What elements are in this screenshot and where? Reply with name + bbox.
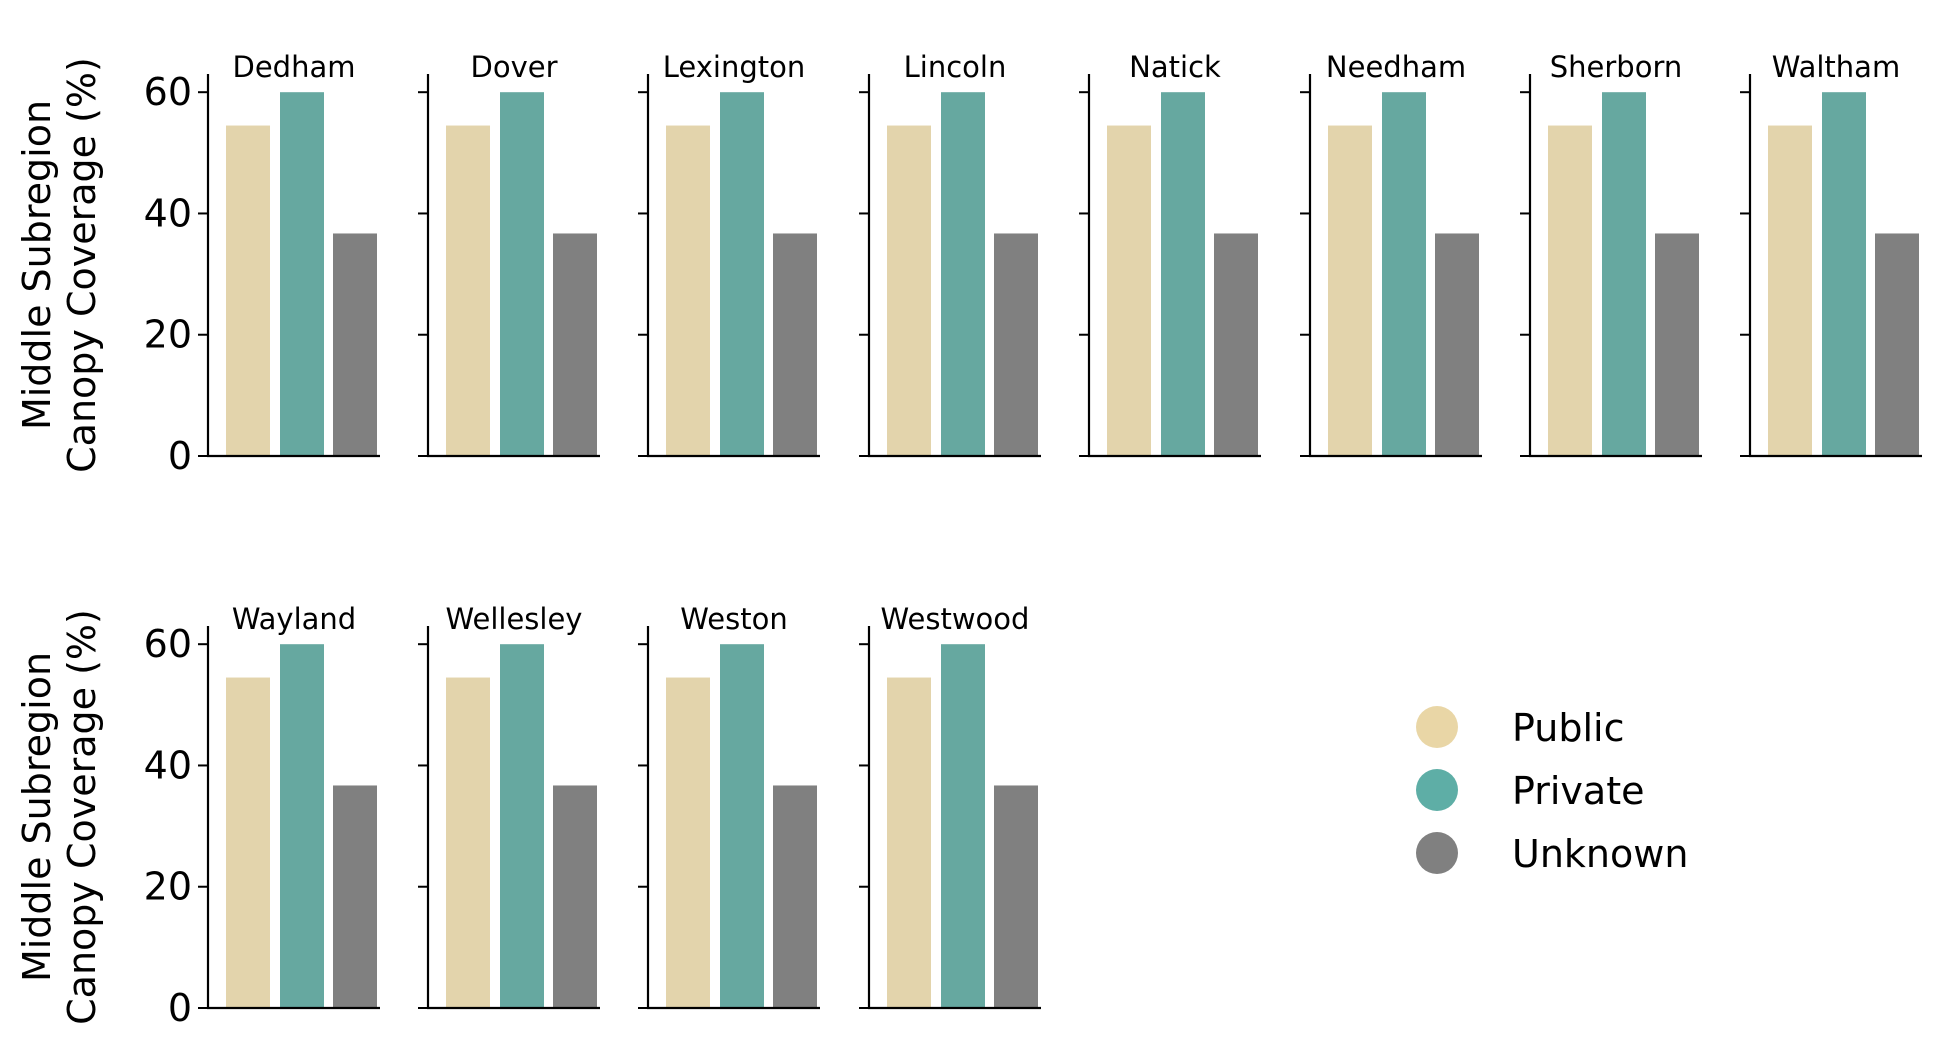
panel-title: Wellesley [446,602,583,636]
y-tick-label: 40 [144,191,192,235]
panel-title: Lincoln [904,50,1007,84]
y-tick-label: 60 [144,70,192,114]
panel-weston: Weston [638,602,820,1010]
y-tick-label: 0 [168,986,192,1030]
bar-public [666,677,710,1008]
bar-public [666,125,710,457]
bar-unknown [773,233,817,456]
bar-unknown [773,785,817,1008]
panel-title: Needham [1326,50,1466,84]
bar-private [1382,92,1426,456]
bar-private [280,644,324,1008]
panel-title: Sherborn [1550,50,1683,84]
legend-marker-public [1416,706,1458,748]
panel-sherborn: Sherborn [1520,50,1702,458]
panel-wayland: 0 20 40 60 Wayland [144,602,380,1030]
bar-public [887,677,931,1008]
panel-title: Westwood [881,602,1030,636]
panel-title: Waltham [1772,50,1900,84]
bar-private [941,92,985,456]
bar-public [887,125,931,457]
legend-label-public: Public [1512,706,1624,750]
bar-public [446,677,490,1008]
legend-marker-unknown [1416,832,1458,874]
bar-private [941,644,985,1008]
panel-title: Dedham [233,50,356,84]
y-axis-label: Middle Subregion Canopy Coverage (%) [15,57,104,473]
bar-private [720,644,764,1008]
legend-label-unknown: Unknown [1512,832,1688,876]
bar-private [720,92,764,456]
bar-private [1161,92,1205,456]
panel-title: Lexington [663,50,805,84]
bar-unknown [553,785,597,1008]
panel-wellesley: Wellesley [418,602,600,1010]
bar-unknown [1875,233,1919,456]
bar-private [1602,92,1646,456]
panel-needham: Needham [1300,50,1482,458]
panel-title: Dover [471,50,558,84]
bar-public [1328,125,1372,457]
y-tick-label: 20 [144,865,192,909]
panel-title: Natick [1129,50,1221,84]
panel-westwood: Westwood [859,602,1041,1010]
panel-lincoln: Lincoln [859,50,1041,458]
legend: Public Private Unknown [1416,706,1688,876]
y-tick-label: 0 [168,434,192,478]
bar-unknown [994,785,1038,1008]
panel-title: Weston [680,602,787,636]
bar-unknown [1214,233,1258,456]
bar-public [226,677,270,1008]
panel-natick: Natick [1079,50,1261,458]
bar-private [500,644,544,1008]
y-tick-label: 20 [144,313,192,357]
y-axis-label-line: Canopy Coverage (%) [60,609,104,1025]
bar-public [1107,125,1151,457]
bar-unknown [333,233,377,456]
y-axis-label-line: Middle Subregion [15,100,59,430]
bar-private [280,92,324,456]
y-tick-label: 40 [144,743,192,787]
y-axis-label-line: Middle Subregion [15,652,59,982]
panel-lexington: Lexington [638,50,820,458]
legend-label-private: Private [1512,769,1644,813]
panel-dover: Dover [418,50,600,458]
panel-dedham: 0 20 40 60 Dedham [144,50,380,478]
panel-waltham: Waltham [1740,50,1922,458]
bar-unknown [1655,233,1699,456]
panel-title: Wayland [232,602,356,636]
bar-unknown [333,785,377,1008]
bar-private [1822,92,1866,456]
bar-unknown [553,233,597,456]
bar-public [446,125,490,457]
bar-unknown [1435,233,1479,456]
bar-public [1548,125,1592,457]
bar-unknown [994,233,1038,456]
legend-marker-private [1416,769,1458,811]
y-tick-label: 60 [144,622,192,666]
bar-public [1768,125,1812,457]
y-axis-label-line: Canopy Coverage (%) [60,57,104,473]
y-axis-label: Middle Subregion Canopy Coverage (%) [15,609,104,1025]
bar-private [500,92,544,456]
bar-public [226,125,270,457]
